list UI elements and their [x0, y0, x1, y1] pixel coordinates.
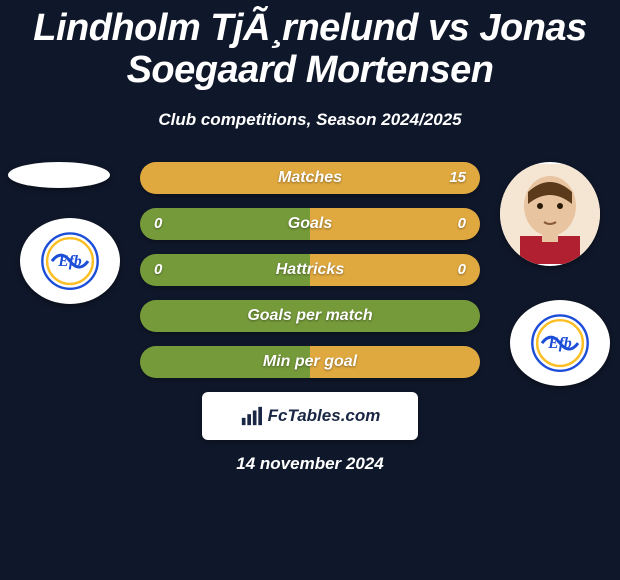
stat-value-right: 0: [458, 261, 466, 278]
player-face-icon: [500, 162, 600, 266]
stat-label: Hattricks: [276, 261, 344, 279]
efb-logo-icon: Efb: [35, 231, 105, 291]
stat-value-left: 0: [154, 261, 162, 278]
brand-text: FcTables.com: [268, 406, 381, 426]
stat-bar: Min per goal: [140, 346, 480, 378]
brand-badge: FcTables.com: [202, 392, 418, 440]
stat-value-left: 0: [154, 215, 162, 232]
stat-label: Min per goal: [263, 353, 357, 371]
stat-bar: Hattricks 0 0: [140, 254, 480, 286]
stat-label: Matches: [278, 169, 342, 187]
stat-label: Goals per match: [247, 307, 372, 325]
stat-label: Goals: [288, 215, 332, 233]
page-title: Lindholm TjÃ¸rnelund vs Jonas Soegaard M…: [0, 0, 620, 92]
efb-logo-icon: Efb: [525, 313, 595, 373]
comparison-arena: Efb Efb Matches15Goals00Hattricks00Goals…: [0, 162, 620, 378]
player1-avatar: [8, 162, 110, 188]
date-text: 14 november 2024: [0, 454, 620, 474]
svg-text:Efb: Efb: [57, 252, 82, 269]
player2-avatar: [500, 162, 600, 266]
player1-club-logo: Efb: [20, 218, 120, 304]
stat-value-right: 15: [449, 169, 466, 186]
stat-bar: Goals per match: [140, 300, 480, 332]
stat-bar: Matches 15: [140, 162, 480, 194]
svg-text:Efb: Efb: [547, 334, 572, 351]
stat-bar: Goals 0 0: [140, 208, 480, 240]
player2-club-logo: Efb: [510, 300, 610, 386]
stat-value-right: 0: [458, 215, 466, 232]
bars-icon: [240, 405, 262, 427]
subtitle: Club competitions, Season 2024/2025: [0, 110, 620, 130]
